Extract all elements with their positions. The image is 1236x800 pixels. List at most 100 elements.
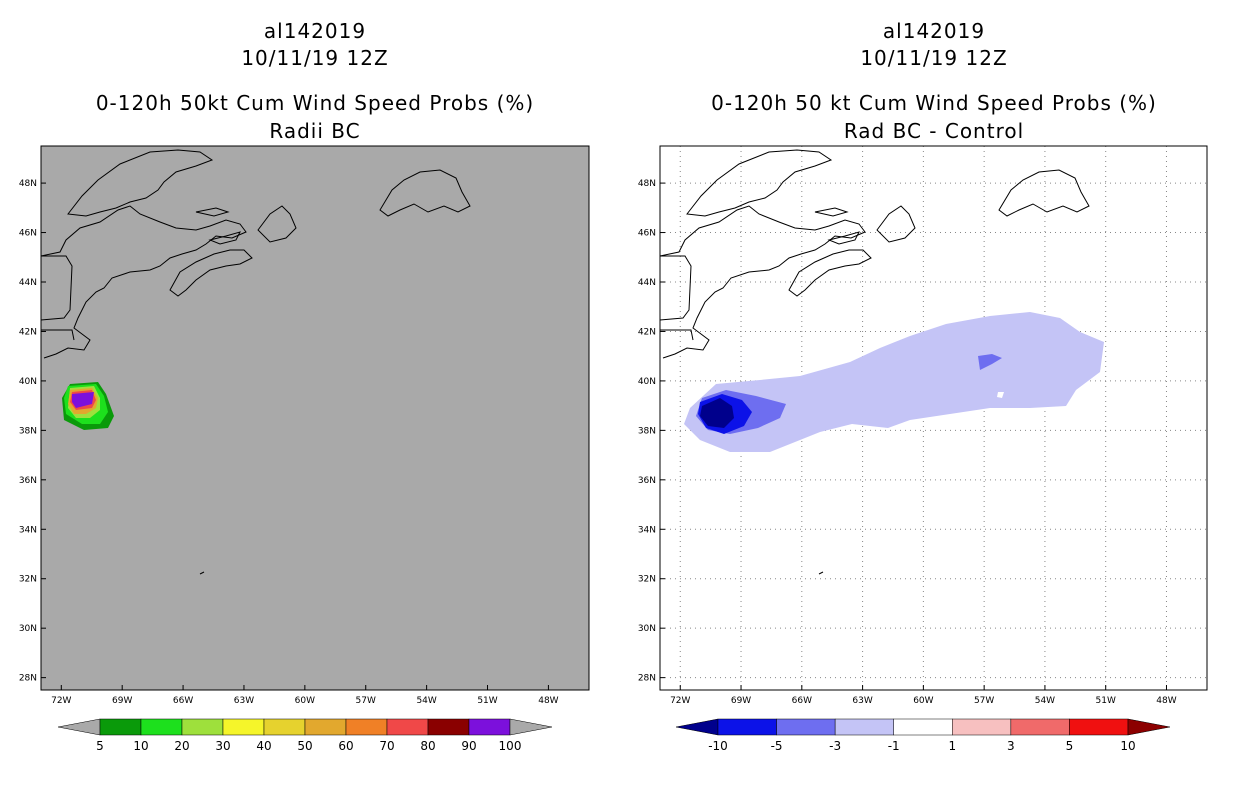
coastline-anticosti bbox=[195, 207, 230, 217]
y-tick-label: 42N bbox=[638, 327, 656, 337]
x-tick-label: 69W bbox=[731, 696, 751, 706]
right-colorbar: -10 -5 -3 -1 1 3 5 10 bbox=[675, 718, 1171, 753]
right-y-axis: 28N 30N 32N 34N 36N 38N 40N 42N 44N 46N 48N bbox=[638, 179, 665, 684]
left-title-datetime: 10/11/19 12Z bbox=[241, 46, 389, 70]
x-tick-label: 51W bbox=[477, 696, 497, 706]
coastline-quebec-shore bbox=[41, 205, 247, 359]
colorbar-swatch bbox=[386, 718, 429, 736]
colorbar-high-triangle bbox=[509, 718, 553, 736]
x-tick-label: 54W bbox=[416, 696, 436, 706]
y-tick-label: 32N bbox=[638, 575, 656, 585]
y-tick-label: 40N bbox=[19, 377, 37, 387]
y-tick-label: 48N bbox=[19, 179, 37, 189]
colorbar-label: 10 bbox=[133, 739, 148, 753]
coastline-pei bbox=[827, 231, 860, 245]
left-probability-area bbox=[62, 382, 114, 430]
y-tick-label: 44N bbox=[638, 278, 656, 288]
coastline-nova-scotia bbox=[169, 249, 253, 297]
colorbar-label: 100 bbox=[499, 739, 522, 753]
diff-band-minus-3-east bbox=[978, 354, 1002, 370]
colorbar-swatch bbox=[181, 718, 224, 736]
x-tick-label: 66W bbox=[792, 696, 812, 706]
coastline-nova-scotia bbox=[788, 249, 872, 297]
diff-small-white-spot bbox=[997, 392, 1004, 398]
right-x-axis: 72W 69W 66W 63W 60W 57W 54W 51W 48W bbox=[670, 685, 1177, 706]
coastline-newfoundland bbox=[998, 169, 1090, 217]
y-tick-label: 46N bbox=[19, 229, 37, 239]
x-tick-label: 60W bbox=[295, 696, 315, 706]
y-tick-label: 28N bbox=[638, 674, 656, 684]
x-tick-label: 66W bbox=[173, 696, 193, 706]
coastline-anticosti bbox=[814, 207, 849, 217]
right-map-frame bbox=[659, 145, 1208, 691]
coastline-pei bbox=[208, 231, 241, 245]
y-tick-label: 30N bbox=[638, 624, 656, 634]
colorbar-label: 20 bbox=[174, 739, 189, 753]
colorbar-swatch bbox=[263, 718, 306, 736]
x-tick-label: 63W bbox=[852, 696, 872, 706]
x-tick-label: 57W bbox=[974, 696, 994, 706]
x-tick-label: 72W bbox=[670, 696, 690, 706]
x-tick-label: 69W bbox=[112, 696, 132, 706]
diff-band-minus-1 bbox=[684, 312, 1104, 452]
colorbar-label: 80 bbox=[420, 739, 435, 753]
colorbar-swatch bbox=[427, 718, 470, 736]
y-tick-label: 34N bbox=[638, 525, 656, 535]
colorbar-low-triangle bbox=[675, 718, 719, 736]
y-tick-label: 28N bbox=[19, 674, 37, 684]
left-map-background bbox=[41, 146, 589, 690]
colorbar-swatch bbox=[834, 718, 894, 736]
left-title-storm-id: al142019 bbox=[263, 19, 367, 43]
coastline-newfoundland bbox=[379, 169, 471, 217]
x-tick-label: 63W bbox=[234, 696, 254, 706]
left-map-frame bbox=[40, 145, 590, 691]
coastline-quebec-shore bbox=[660, 205, 866, 359]
left-x-axis: 72W 69W 66W 63W 60W 57W 54W 51W 48W bbox=[51, 685, 559, 706]
colorbar-label: 5 bbox=[1066, 739, 1074, 753]
colorbar-label: 90 bbox=[461, 739, 476, 753]
colorbar-swatch bbox=[468, 718, 511, 736]
x-tick-label: 48W bbox=[538, 696, 558, 706]
colorbar-label: 50 bbox=[297, 739, 312, 753]
colorbar-label: -1 bbox=[888, 739, 900, 753]
colorbar-swatch bbox=[304, 718, 347, 736]
diff-band-minus-10 bbox=[700, 398, 734, 428]
colorbar-swatch bbox=[222, 718, 265, 736]
x-tick-label: 51W bbox=[1096, 696, 1116, 706]
left-title-variant: Radii BC bbox=[269, 119, 361, 143]
left-map-panel: 28N 30N 32N 34N 36N 38N 40N 42N 44N 46N 48N 72W 69W… bbox=[19, 145, 590, 706]
x-tick-label: 48W bbox=[1156, 696, 1176, 706]
left-colorbar: 5 10 20 30 40 50 60 70 80 90 100 bbox=[57, 718, 553, 753]
colorbar-label: 40 bbox=[256, 739, 271, 753]
right-grid-lines bbox=[660, 146, 1207, 690]
colorbar-swatch bbox=[776, 718, 836, 736]
y-tick-label: 36N bbox=[638, 476, 656, 486]
right-title-datetime: 10/11/19 12Z bbox=[860, 46, 1008, 70]
x-tick-label: 72W bbox=[51, 696, 71, 706]
prob-band-90 bbox=[72, 392, 94, 408]
colorbar-swatch bbox=[952, 718, 1012, 736]
coastline-labrador bbox=[67, 149, 214, 217]
y-tick-label: 48N bbox=[638, 179, 656, 189]
y-tick-label: 40N bbox=[638, 377, 656, 387]
y-tick-label: 30N bbox=[19, 624, 37, 634]
x-tick-label: 54W bbox=[1035, 696, 1055, 706]
x-tick-label: 57W bbox=[356, 696, 376, 706]
y-tick-label: 42N bbox=[19, 327, 37, 337]
coastline-small-island bbox=[199, 571, 205, 575]
x-tick-label: 60W bbox=[913, 696, 933, 706]
colorbar-swatch bbox=[1010, 718, 1070, 736]
coastline-labrador bbox=[686, 149, 833, 217]
colorbar-label: 70 bbox=[379, 739, 394, 753]
colorbar-label: -10 bbox=[708, 739, 728, 753]
y-tick-label: 38N bbox=[19, 426, 37, 436]
colorbar-swatch bbox=[99, 718, 142, 736]
colorbar-label: -5 bbox=[771, 739, 783, 753]
colorbar-label: 30 bbox=[215, 739, 230, 753]
y-tick-label: 34N bbox=[19, 525, 37, 535]
border-us-canada bbox=[41, 255, 73, 321]
coastline-small-island bbox=[818, 571, 824, 575]
left-coastlines bbox=[41, 149, 471, 575]
colorbar-label: 10 bbox=[1120, 739, 1135, 753]
